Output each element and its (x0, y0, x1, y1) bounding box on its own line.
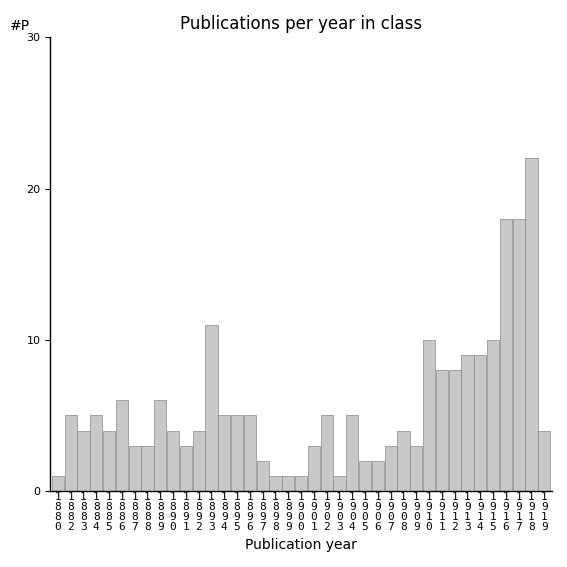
Bar (308, 446, 320, 491)
Bar (397, 430, 409, 491)
Bar (269, 476, 282, 491)
Bar (538, 430, 551, 491)
Bar (436, 370, 448, 491)
Bar (423, 340, 435, 491)
Bar (244, 416, 256, 491)
Bar (167, 430, 179, 491)
Bar (257, 461, 269, 491)
Bar (52, 476, 64, 491)
Bar (487, 340, 499, 491)
Bar (154, 400, 166, 491)
Bar (359, 461, 371, 491)
Bar (90, 416, 102, 491)
Bar (346, 416, 358, 491)
Bar (410, 446, 422, 491)
Bar (448, 370, 461, 491)
Bar (77, 430, 90, 491)
Bar (320, 416, 333, 491)
Bar (372, 461, 384, 491)
X-axis label: Publication year: Publication year (245, 538, 357, 552)
Bar (116, 400, 128, 491)
Bar (474, 355, 486, 491)
Bar (513, 219, 525, 491)
Bar (295, 476, 307, 491)
Bar (129, 446, 141, 491)
Bar (231, 416, 243, 491)
Bar (333, 476, 345, 491)
Bar (103, 430, 115, 491)
Bar (65, 416, 77, 491)
Bar (180, 446, 192, 491)
Bar (282, 476, 294, 491)
Title: Publications per year in class: Publications per year in class (180, 15, 422, 33)
Bar (193, 430, 205, 491)
Bar (205, 325, 218, 491)
Bar (218, 416, 230, 491)
Bar (384, 446, 397, 491)
Text: #P: #P (10, 19, 30, 33)
Bar (141, 446, 154, 491)
Bar (526, 158, 538, 491)
Bar (500, 219, 512, 491)
Bar (462, 355, 473, 491)
